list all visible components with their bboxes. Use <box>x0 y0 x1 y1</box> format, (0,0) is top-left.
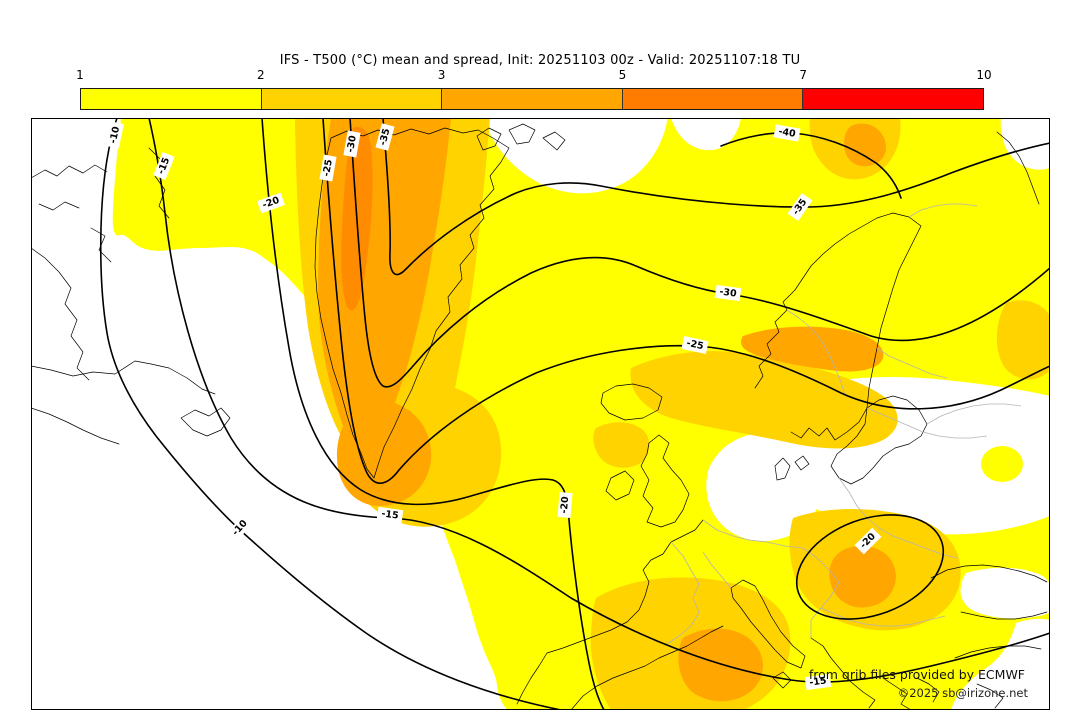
contour-label: -30 <box>714 284 742 302</box>
colorbar-tick-label: 5 <box>618 68 627 82</box>
contour-line-neg30 <box>349 118 1050 388</box>
spread-fill-yellow-spot <box>981 446 1023 482</box>
map-svg: -10-15-20-25-30 -35 -40-35-30-25-20-15-10-… <box>31 118 1050 710</box>
svg-text:-35: -35 <box>377 127 392 146</box>
svg-text:-10: -10 <box>108 125 122 144</box>
coast-svalbard <box>476 123 566 151</box>
page-title: IFS - T500 (°C) mean and spread, Init: 2… <box>279 53 801 68</box>
colorbar-tick-label: 10 <box>976 68 992 82</box>
svg-text:-15: -15 <box>381 508 400 521</box>
colorbar-tick-label: 7 <box>799 68 808 82</box>
spread-fill-white-regions <box>31 118 1050 710</box>
contour-lines <box>99 118 1050 710</box>
colorbar-tick-label: 3 <box>437 68 446 82</box>
attribution-ecmwf: from grib files provided by ECMWF <box>808 667 1025 682</box>
colorbar-tick-label: 2 <box>256 68 265 82</box>
contour-label: -10 <box>106 121 124 149</box>
coast-scandinavia <box>754 212 922 441</box>
attribution-copyright: ©2025 sb@irizone.net <box>897 686 1028 700</box>
coastlines <box>31 123 1048 710</box>
svg-text:-30: -30 <box>719 286 738 299</box>
colorbar-segment <box>441 89 622 109</box>
colorbar-segment <box>621 89 803 109</box>
contour-label: -20 <box>557 491 573 519</box>
country-borders <box>666 203 1022 645</box>
map-area: -10 -15 -20 -25 -30 -35 -40 -35 -30 -25 -20 -15 -10-… <box>31 118 1050 710</box>
coast-britain <box>640 434 690 528</box>
contour-line-neg40 <box>720 132 902 199</box>
svg-text:-20: -20 <box>559 496 571 514</box>
spread-colorbar <box>80 88 984 110</box>
svg-text:-30: -30 <box>345 134 359 153</box>
coast-denmark <box>774 455 810 481</box>
contour-label: -40 <box>773 124 801 142</box>
contour-label: -25 <box>319 154 337 182</box>
coast-balkans-greece <box>810 637 940 710</box>
contour-label: -35 <box>375 123 395 151</box>
colorbar-segment <box>260 89 442 109</box>
coast-ireland <box>605 470 635 501</box>
contour-line-neg20 <box>261 118 605 710</box>
contour-label: -15 <box>153 151 175 181</box>
coast-novaya-zemlya <box>996 131 1040 205</box>
coast-newfoundland <box>180 407 231 437</box>
svg-text:-15: -15 <box>809 675 828 688</box>
contour-label: -30 <box>343 130 361 158</box>
contour-line-neg10 <box>99 118 562 710</box>
colorbar-tick-labels: 1 2 3 5 7 10 <box>76 68 991 84</box>
coast-west-europe <box>516 519 704 705</box>
coast-greenland <box>314 127 510 479</box>
contour-label: -15 <box>804 673 832 691</box>
map-border <box>31 118 1050 710</box>
coast-labrador <box>31 247 216 445</box>
coast-iceland <box>600 383 663 421</box>
colorbar-tick-label: 1 <box>76 68 84 82</box>
contour-labels: -10-15-20-25-30 -35 -40-35-30-25-20-15-10-… <box>106 121 882 691</box>
coast-baffin-canada <box>31 147 170 263</box>
svg-text:-25: -25 <box>321 159 335 178</box>
colorbar-segment <box>802 89 983 109</box>
contour-line-neg15 <box>148 118 1050 683</box>
contour-label: -15 <box>376 506 404 524</box>
colorbar-segment <box>81 89 261 109</box>
contour-line-neg20-closed <box>795 514 945 620</box>
coast-baltic <box>830 395 928 485</box>
contour-label: -20 <box>257 192 285 214</box>
spread-fill-orange-regions <box>318 118 896 702</box>
contour-line-neg35 <box>382 118 1050 276</box>
contour-line-neg25 <box>322 118 1050 484</box>
contour-label: -25 <box>681 336 709 354</box>
coast-blacksea-turkey <box>930 564 1048 709</box>
svg-text:-25: -25 <box>685 338 704 352</box>
svg-text:-40: -40 <box>778 126 797 140</box>
